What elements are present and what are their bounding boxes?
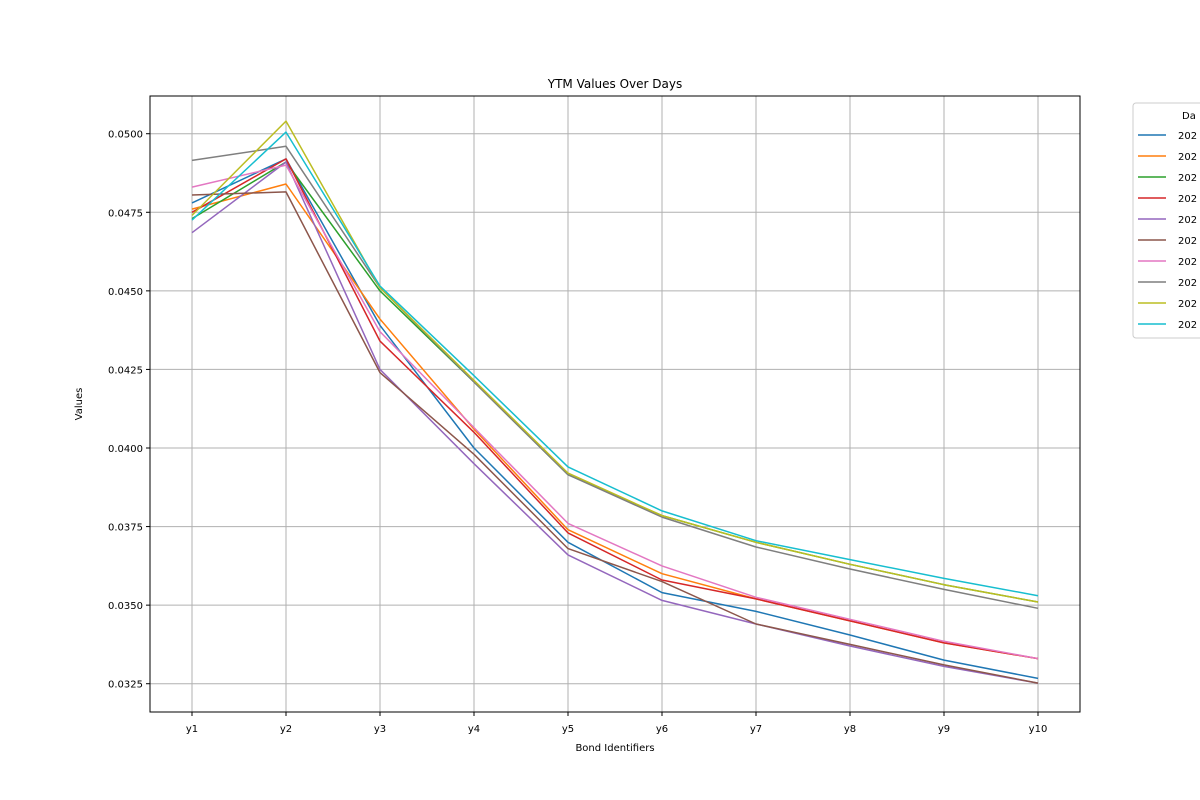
legend: Da 202 202 202 202 202 202 202 202 202 202 <box>1132 102 1200 339</box>
legend-label-9: 202 <box>1178 299 1197 310</box>
y-tick-label: 0.0400 <box>108 444 143 455</box>
x-tick-label: y3 <box>374 724 386 735</box>
plot-area-frame <box>149 95 1081 713</box>
y-tick-label: 0.0350 <box>108 601 143 612</box>
y-tick-label: 0.0425 <box>108 365 143 376</box>
x-tick-label: y9 <box>938 724 950 735</box>
series-line-8 <box>191 145 1039 610</box>
series-line-9 <box>191 120 1039 603</box>
series-line-4 <box>191 158 1039 660</box>
x-tick-label: y4 <box>468 724 480 735</box>
legend-box <box>1132 102 1200 339</box>
legend-label-6: 202 <box>1178 236 1197 247</box>
legend-label-10: 202 <box>1178 320 1197 331</box>
legend-title: Da <box>1182 111 1196 122</box>
legend-label-8: 202 <box>1178 278 1197 289</box>
series-line-6 <box>191 191 1039 684</box>
legend-label-3: 202 <box>1178 173 1197 184</box>
legend-label-1: 202 <box>1178 131 1197 142</box>
chart-title: YTM Values Over Days <box>547 77 682 91</box>
legend-label-5: 202 <box>1178 215 1197 226</box>
x-tick-label: y1 <box>186 724 198 735</box>
series-line-1 <box>191 158 1039 680</box>
series-line-10 <box>191 131 1039 597</box>
y-tick-label: 0.0375 <box>108 523 143 534</box>
x-tick-label: y7 <box>750 724 762 735</box>
x-tick-label: y8 <box>844 724 856 735</box>
y-axis-label: Values <box>74 388 85 421</box>
y-tick-label: 0.0325 <box>108 680 143 691</box>
y-tick-label: 0.0450 <box>108 287 143 298</box>
y-tick-label: 0.0500 <box>108 130 143 141</box>
x-axis-label: Bond Identifiers <box>575 743 654 754</box>
legend-label-2: 202 <box>1178 152 1197 163</box>
series-line-5 <box>191 161 1039 684</box>
x-tick-label: y6 <box>656 724 668 735</box>
x-tick-label: y2 <box>280 724 292 735</box>
x-tick-label: y5 <box>562 724 574 735</box>
y-tick-label: 0.0475 <box>108 208 143 219</box>
series-line-7 <box>191 164 1039 660</box>
legend-label-7: 202 <box>1178 257 1197 268</box>
legend-label-4: 202 <box>1178 194 1197 205</box>
x-tick-label: y10 <box>1029 724 1048 735</box>
